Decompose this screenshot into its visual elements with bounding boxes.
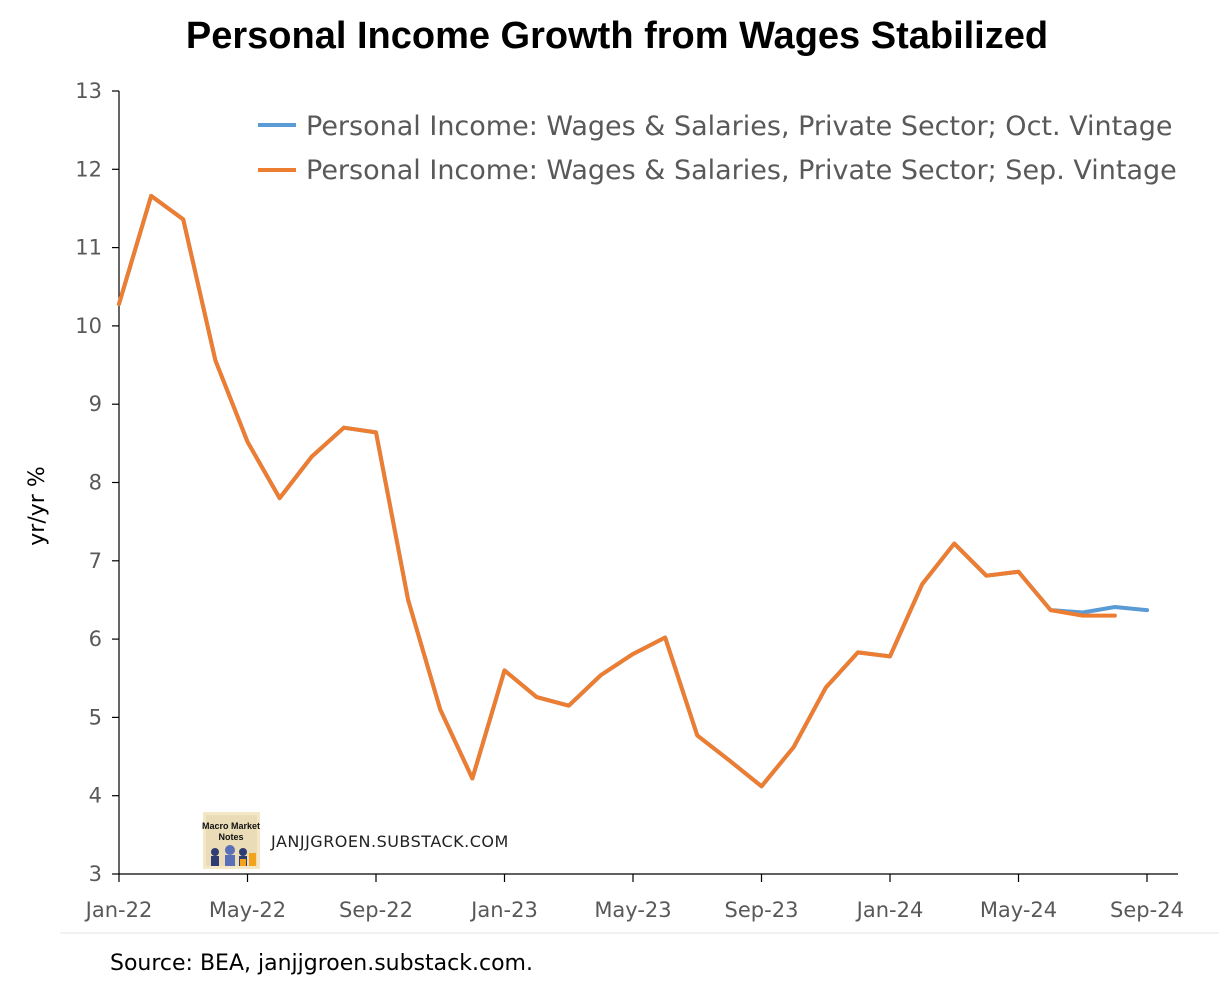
x-tick-label: May-22 [209, 898, 286, 922]
y-tick-label: 8 [89, 471, 102, 495]
x-ticks: Jan-22 May-22 Sep-22 Jan-23 May-23 Sep-23 Jan-… [84, 874, 1184, 922]
x-tick-label: May-24 [980, 898, 1057, 922]
x-tick-label: Sep-24 [1110, 898, 1184, 922]
watermark-brand-text: JANJJGROEN.SUBSTACK.COM [270, 832, 509, 851]
x-tick-label: Sep-22 [339, 898, 413, 922]
y-tick-label: 3 [89, 862, 102, 886]
chart-title: Personal Income Growth from Wages Stabil… [186, 15, 1048, 57]
y-tick-label: 9 [89, 392, 102, 416]
legend-label-sep: Personal Income: Wages & Salaries, Priva… [306, 155, 1177, 186]
x-tick-label: Sep-23 [725, 898, 799, 922]
y-tick-label: 6 [89, 627, 102, 651]
svg-text:Macro Market: Macro Market [202, 821, 260, 831]
series-line-sep-vintage [117, 193, 1117, 789]
legend: Personal Income: Wages & Salaries, Priva… [258, 111, 1177, 186]
y-tick-label: 4 [89, 784, 102, 808]
y-ticks: 3 4 5 6 7 8 9 10 11 12 13 [75, 79, 119, 886]
macro-market-notes-logo: Macro Market Notes [202, 812, 260, 869]
x-tick-label: Jan-24 [855, 898, 924, 922]
axes [118, 91, 1178, 875]
x-tick-label: Jan-22 [84, 898, 153, 922]
y-tick-label: 12 [75, 157, 102, 181]
x-tick-label: May-23 [594, 898, 671, 922]
y-tick-label: 7 [89, 549, 102, 573]
legend-label-oct: Personal Income: Wages & Salaries, Priva… [306, 111, 1173, 142]
y-tick-label: 13 [75, 79, 102, 103]
y-axis-label: yr/yr % [25, 466, 50, 545]
series-layer [117, 193, 1149, 789]
source-note: Source: BEA, janjjgroen.substack.com. [110, 951, 533, 976]
svg-text:Notes: Notes [218, 832, 243, 842]
series-line-oct-vintage [117, 193, 1149, 789]
y-tick-label: 5 [89, 705, 102, 729]
y-axis-label-text: yr/yr % [25, 466, 50, 545]
x-tick-label: Jan-23 [469, 898, 538, 922]
y-tick-label: 11 [75, 236, 102, 260]
watermark: Macro Market Notes JANJJGROEN.SUBSTACK.C… [202, 812, 509, 869]
y-tick-label: 10 [75, 314, 102, 338]
